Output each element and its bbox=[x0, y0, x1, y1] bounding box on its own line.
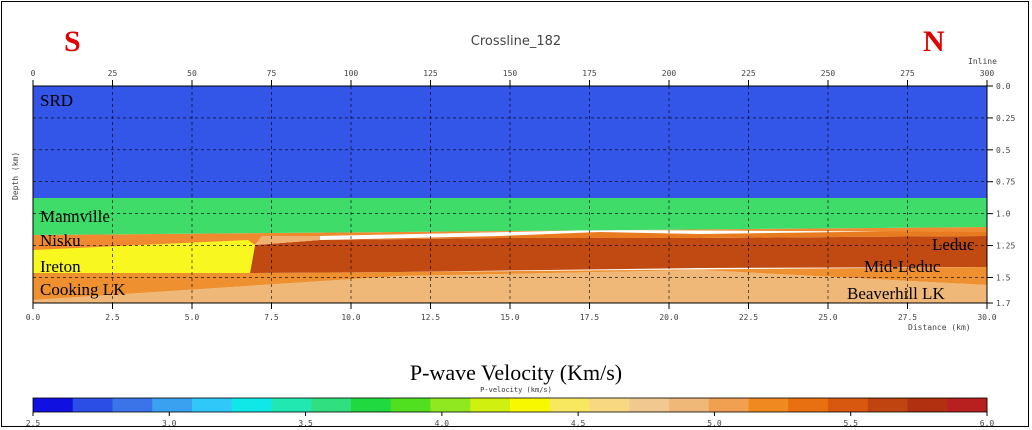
colorbar-swatch bbox=[907, 398, 948, 412]
colorbar-swatch bbox=[72, 398, 113, 412]
colorbar-swatch bbox=[748, 398, 789, 412]
grid-lines bbox=[33, 86, 987, 303]
right-axis: 0.0 0.25 0.5 0.75 1.0 1.25 1.5 1.7 bbox=[987, 82, 1015, 308]
bottom-tick-label: 7.5 bbox=[264, 313, 279, 322]
top-axis: 0 25 50 75 100 125 150 175 200 225 250 275 300 bbox=[31, 69, 995, 86]
top-tick-label: 275 bbox=[900, 69, 915, 78]
colorbar-ticks: 2.5 3.0 3.5 4.0 4.5 5.0 5.5 6.0 bbox=[26, 412, 995, 428]
top-tick-label: 225 bbox=[741, 69, 756, 78]
colorbar-swatch bbox=[549, 398, 590, 412]
top-tick-label: 0 bbox=[31, 69, 36, 78]
bottom-tick-label: 5.0 bbox=[185, 313, 200, 322]
colorbar-swatch bbox=[510, 398, 551, 412]
right-tick-label: 0.75 bbox=[996, 178, 1015, 187]
right-tick-label: 1.25 bbox=[996, 242, 1015, 251]
srd-label: SRD bbox=[40, 91, 73, 110]
colorbar-tick-label: 2.5 bbox=[26, 419, 41, 428]
colorbar-tick-label: 5.0 bbox=[707, 419, 722, 428]
right-tick-label: 1.5 bbox=[996, 273, 1011, 282]
colorbar-tick-label: 4.5 bbox=[571, 419, 586, 428]
top-tick-label: 50 bbox=[187, 69, 197, 78]
colorbar-swatch bbox=[231, 398, 272, 412]
bottom-tick-label: 27.5 bbox=[898, 313, 917, 322]
ireton-layer bbox=[33, 240, 255, 273]
colorbar-swatch bbox=[828, 398, 869, 412]
colorbar-tick-label: 4.0 bbox=[435, 419, 450, 428]
right-tick-label: 1.7 bbox=[996, 299, 1011, 308]
colorbar bbox=[32, 397, 988, 413]
top-axis-label: Inline bbox=[968, 57, 997, 66]
compass-south: S bbox=[64, 25, 81, 58]
top-tick-label: 250 bbox=[821, 69, 836, 78]
colorbar-swatch bbox=[867, 398, 908, 412]
colorbar-border bbox=[32, 397, 988, 413]
colorbar-tick-label: 6.0 bbox=[980, 419, 995, 428]
colorbar-swatch bbox=[669, 398, 710, 412]
top-tick-label: 100 bbox=[344, 69, 359, 78]
top-tick-label: 200 bbox=[662, 69, 677, 78]
top-tick-label: 25 bbox=[108, 69, 118, 78]
colorbar-swatch bbox=[152, 398, 193, 412]
nisku-label: Nisku bbox=[40, 231, 81, 250]
compass-north: N bbox=[923, 25, 945, 58]
bottom-tick-label: 10.0 bbox=[341, 313, 360, 322]
cooking-label: Cooking LK bbox=[40, 280, 126, 299]
right-tick-label: 0.0 bbox=[996, 82, 1011, 91]
left-axis-label: Depth (km) bbox=[11, 152, 20, 200]
colorbar-tick-label: 3.0 bbox=[162, 419, 177, 428]
mid-leduc-label: Mid-Leduc bbox=[864, 257, 941, 276]
bottom-tick-label: 0.0 bbox=[26, 313, 41, 322]
right-tick-label: 1.0 bbox=[996, 210, 1011, 219]
colorbar-swatch bbox=[947, 398, 988, 412]
bottom-axis: 0.0 2.5 5.0 7.5 10.0 12.5 15.0 17.5 20.0 22.5 25.0… bbox=[26, 303, 997, 322]
colorbar-swatch bbox=[788, 398, 829, 412]
leduc-cap-layer bbox=[320, 230, 987, 240]
cooking-layer bbox=[33, 267, 987, 300]
bottom-axis-label: Distance (km) bbox=[908, 323, 971, 332]
mid-leduc-layer bbox=[250, 236, 987, 273]
plot-area bbox=[32, 85, 988, 304]
bottom-tick-label: 15.0 bbox=[500, 313, 519, 322]
top-tick-label: 300 bbox=[980, 69, 995, 78]
ireton-label: Ireton bbox=[40, 257, 81, 276]
bottom-tick-label: 20.0 bbox=[659, 313, 678, 322]
colorbar-swatch bbox=[311, 398, 352, 412]
colorbar-tick-label: 5.5 bbox=[843, 419, 858, 428]
top-tick-label: 125 bbox=[423, 69, 438, 78]
colorbar-subtitle: P-velocity (km/s) bbox=[480, 386, 552, 394]
colorbar-swatch bbox=[629, 398, 670, 412]
colorbar-swatch bbox=[589, 398, 630, 412]
plot-title: Crossline_182 bbox=[470, 34, 562, 49]
mannville-label: Mannville bbox=[40, 207, 110, 226]
bottom-tick-label: 2.5 bbox=[105, 313, 120, 322]
bottom-tick-label: 12.5 bbox=[421, 313, 440, 322]
top-tick-label: 150 bbox=[503, 69, 518, 78]
colorbar-swatch bbox=[192, 398, 233, 412]
top-tick-label: 75 bbox=[267, 69, 277, 78]
right-tick-label: 0.25 bbox=[996, 114, 1015, 123]
bottom-tick-label: 30.0 bbox=[977, 313, 996, 322]
bottom-tick-label: 17.5 bbox=[580, 313, 599, 322]
top-tick-label: 175 bbox=[582, 69, 597, 78]
leduc-label: Leduc bbox=[932, 235, 975, 254]
beaverhill-label: Beaverhill LK bbox=[847, 284, 945, 303]
bottom-tick-label: 22.5 bbox=[739, 313, 758, 322]
colorbar-swatch bbox=[112, 398, 153, 412]
colorbar-swatch bbox=[470, 398, 511, 412]
colorbar-swatch bbox=[390, 398, 431, 412]
right-tick-label: 0.5 bbox=[996, 146, 1011, 155]
colorbar-title: P-wave Velocity (Km/s) bbox=[409, 360, 623, 385]
bottom-tick-label: 25.0 bbox=[818, 313, 837, 322]
colorbar-swatch bbox=[33, 398, 74, 412]
colorbar-tick-label: 3.5 bbox=[298, 419, 313, 428]
colorbar-swatch bbox=[351, 398, 392, 412]
colorbar-swatch bbox=[271, 398, 312, 412]
colorbar-swatch bbox=[430, 398, 471, 412]
colorbar-swatch bbox=[708, 398, 749, 412]
